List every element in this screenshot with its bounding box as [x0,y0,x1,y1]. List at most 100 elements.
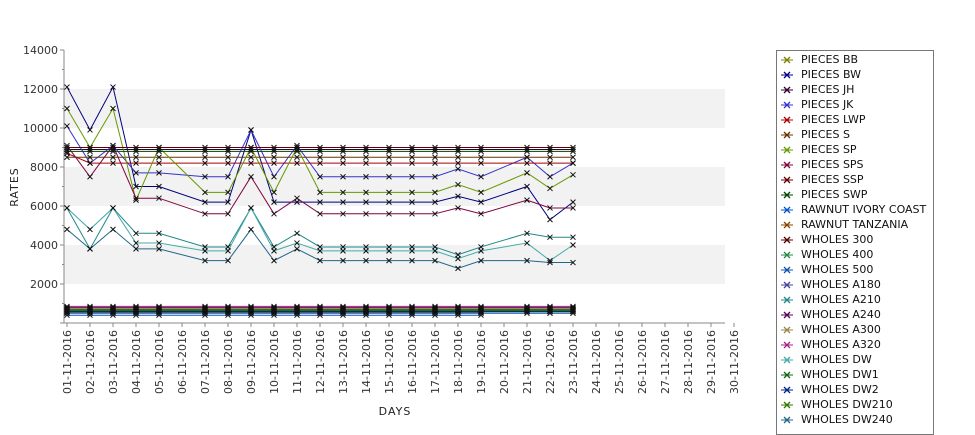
legend-marker-icon [781,221,793,228]
data-point [386,306,392,313]
x-tick-label: 02-11-2016 [84,330,97,394]
data-point [64,226,70,233]
data-point [133,246,139,252]
data-point [363,306,369,313]
data-point [478,146,484,153]
data-point [202,308,208,314]
data-point [547,146,553,153]
data-point [547,173,553,180]
x-tick-label: 03-11-2016 [107,330,120,394]
data-point [317,146,323,153]
data-point [570,259,576,266]
data-point [547,185,553,192]
data-point [64,84,70,90]
data-point [524,148,530,155]
legend-marker-icon [781,56,793,63]
x-tick-label: 20-11-2016 [498,330,511,394]
data-point [271,247,277,254]
data-point [87,148,93,155]
legend-marker-icon [781,281,793,288]
data-point [271,306,277,313]
legend-label: WHOLES DW2 [801,383,879,396]
data-point [225,160,231,166]
y-tick-label: 2000 [30,278,58,291]
legend-item: WHOLES 400 [781,247,873,262]
data-point [317,173,323,180]
data-point [110,154,116,161]
legend-label: WHOLES A320 [801,338,881,351]
data-point [363,148,369,155]
data-point [455,181,461,188]
data-point [455,306,461,313]
x-tick-label: 27-11-2016 [659,330,672,394]
legend-marker-icon [781,296,793,303]
legend-marker-icon [781,116,793,123]
x-axis-title: DAYS [379,405,412,418]
data-point [87,308,93,315]
y-tick-label: 14000 [23,44,58,57]
legend-label: RAWNUT TANZANIA [801,218,909,231]
legend-label: PIECES SSP [801,173,864,186]
data-point [271,210,277,217]
data-point [317,210,323,217]
x-tick-label: 28-11-2016 [682,330,695,394]
legend-label: PIECES BW [801,68,861,81]
data-point [317,154,323,161]
data-point [570,234,576,241]
y-tick-label: 12000 [23,83,58,96]
grid-band [64,206,725,245]
x-tick-label: 17-11-2016 [429,330,442,394]
data-point [478,257,484,264]
data-point [202,160,208,166]
data-point [570,160,576,166]
data-point [248,308,254,314]
x-tick-label: 15-11-2016 [383,330,396,394]
data-point [248,146,254,153]
legend-marker-icon [781,161,793,168]
data-point [363,210,369,217]
legend-label: WHOLES A180 [801,278,881,291]
data-point [133,230,139,237]
data-point [524,154,530,161]
data-point [386,189,392,196]
data-point [340,160,346,166]
data-point [455,148,461,155]
grid-bands [64,50,725,323]
x-tick-label: 16-11-2016 [406,330,419,394]
data-point [570,306,576,313]
data-point [478,308,484,315]
data-point [271,257,277,264]
data-point [478,148,484,155]
data-point [386,308,392,315]
data-point [87,160,93,166]
legend-label: WHOLES 500 [801,263,874,276]
legend-label: WHOLES 400 [801,248,874,261]
grid-band [64,89,725,128]
data-point [133,183,139,190]
data-point [340,146,346,153]
x-tick-label: 29-11-2016 [705,330,718,394]
data-point [248,226,254,233]
data-point [570,205,576,211]
legend-marker-icon [781,326,793,333]
data-point [570,154,576,161]
data-point [225,199,231,205]
legend-item: WHOLES 300 [781,232,873,247]
data-point [409,199,415,205]
data-point [455,193,461,200]
data-point [271,146,277,153]
data-point [570,308,576,315]
data-point [363,160,369,166]
x-tick-label: 22-11-2016 [544,330,557,394]
data-point [432,308,438,315]
data-point [386,247,392,254]
data-point [478,160,484,166]
grid-band [64,167,725,206]
data-point [524,308,530,315]
data-point [547,306,553,313]
data-point [340,199,346,205]
data-point [294,240,300,246]
data-point [202,154,208,161]
legend-item: WHOLES 500 [781,262,873,277]
